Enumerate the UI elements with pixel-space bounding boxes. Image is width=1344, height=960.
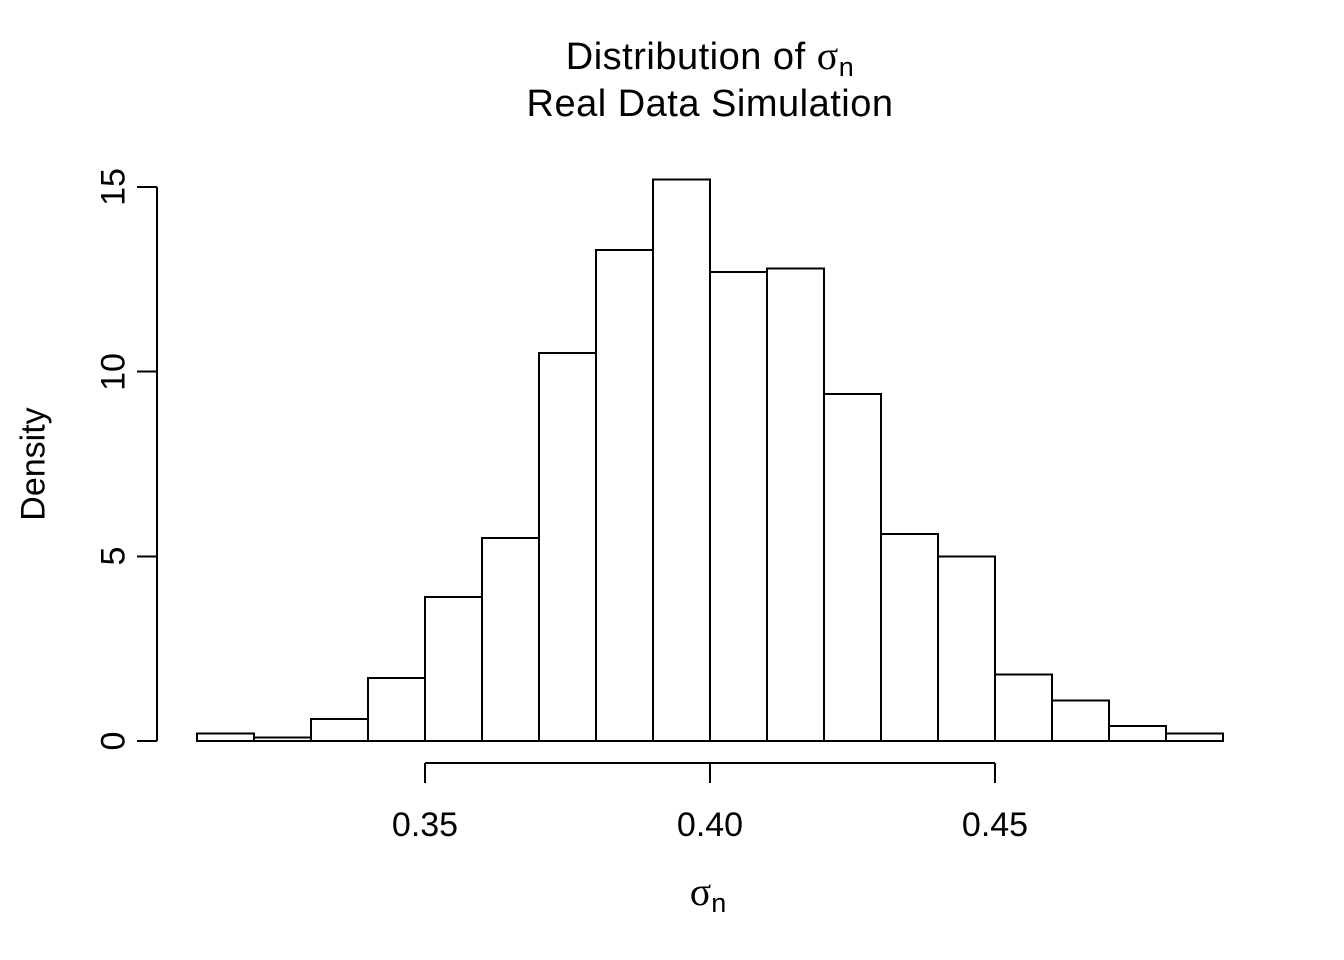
y-axis-tick-label: 5 bbox=[94, 546, 133, 566]
x-axis-tick-label: 0.45 bbox=[961, 806, 1029, 844]
histogram-bar bbox=[937, 555, 996, 742]
sigma-symbol: σ bbox=[689, 869, 712, 914]
histogram-bar bbox=[1108, 725, 1167, 743]
sigma-subscript: n bbox=[711, 888, 727, 918]
histogram-bar bbox=[709, 271, 768, 742]
histogram-bar bbox=[253, 736, 312, 742]
x-axis-label: σn bbox=[690, 868, 727, 919]
histogram-bar bbox=[652, 178, 711, 743]
plot-axes bbox=[137, 186, 996, 783]
histogram-bar bbox=[538, 352, 597, 742]
chart-title: Distribution of σn bbox=[566, 32, 854, 83]
x-axis-tick-label: 0.35 bbox=[391, 806, 459, 844]
x-axis-tick-label: 0.40 bbox=[676, 806, 744, 844]
y-axis-label: Density bbox=[14, 407, 53, 521]
histogram-bar bbox=[367, 677, 426, 743]
sigma-symbol: σ bbox=[816, 33, 839, 78]
histogram-bar bbox=[823, 392, 882, 742]
histogram-bar bbox=[196, 732, 255, 742]
histogram-bars bbox=[196, 178, 1224, 743]
histogram-bar bbox=[994, 673, 1053, 742]
histogram-bar bbox=[766, 267, 825, 742]
y-axis-tick-label: 10 bbox=[94, 352, 133, 391]
y-axis-tick-label: 15 bbox=[94, 168, 133, 206]
histogram-bar bbox=[310, 717, 369, 742]
histogram-bar bbox=[595, 248, 654, 743]
histogram-bar bbox=[880, 533, 939, 743]
chart-title-text: Distribution of bbox=[565, 36, 817, 78]
histogram-bar bbox=[1051, 699, 1110, 743]
histogram-bar bbox=[1165, 732, 1224, 742]
sigma-subscript: n bbox=[838, 52, 855, 82]
histogram-bar bbox=[481, 536, 540, 743]
y-axis-tick-label: 0 bbox=[94, 731, 133, 751]
histogram-bar bbox=[424, 596, 483, 742]
chart-subtitle: Real Data Simulation bbox=[526, 83, 894, 125]
